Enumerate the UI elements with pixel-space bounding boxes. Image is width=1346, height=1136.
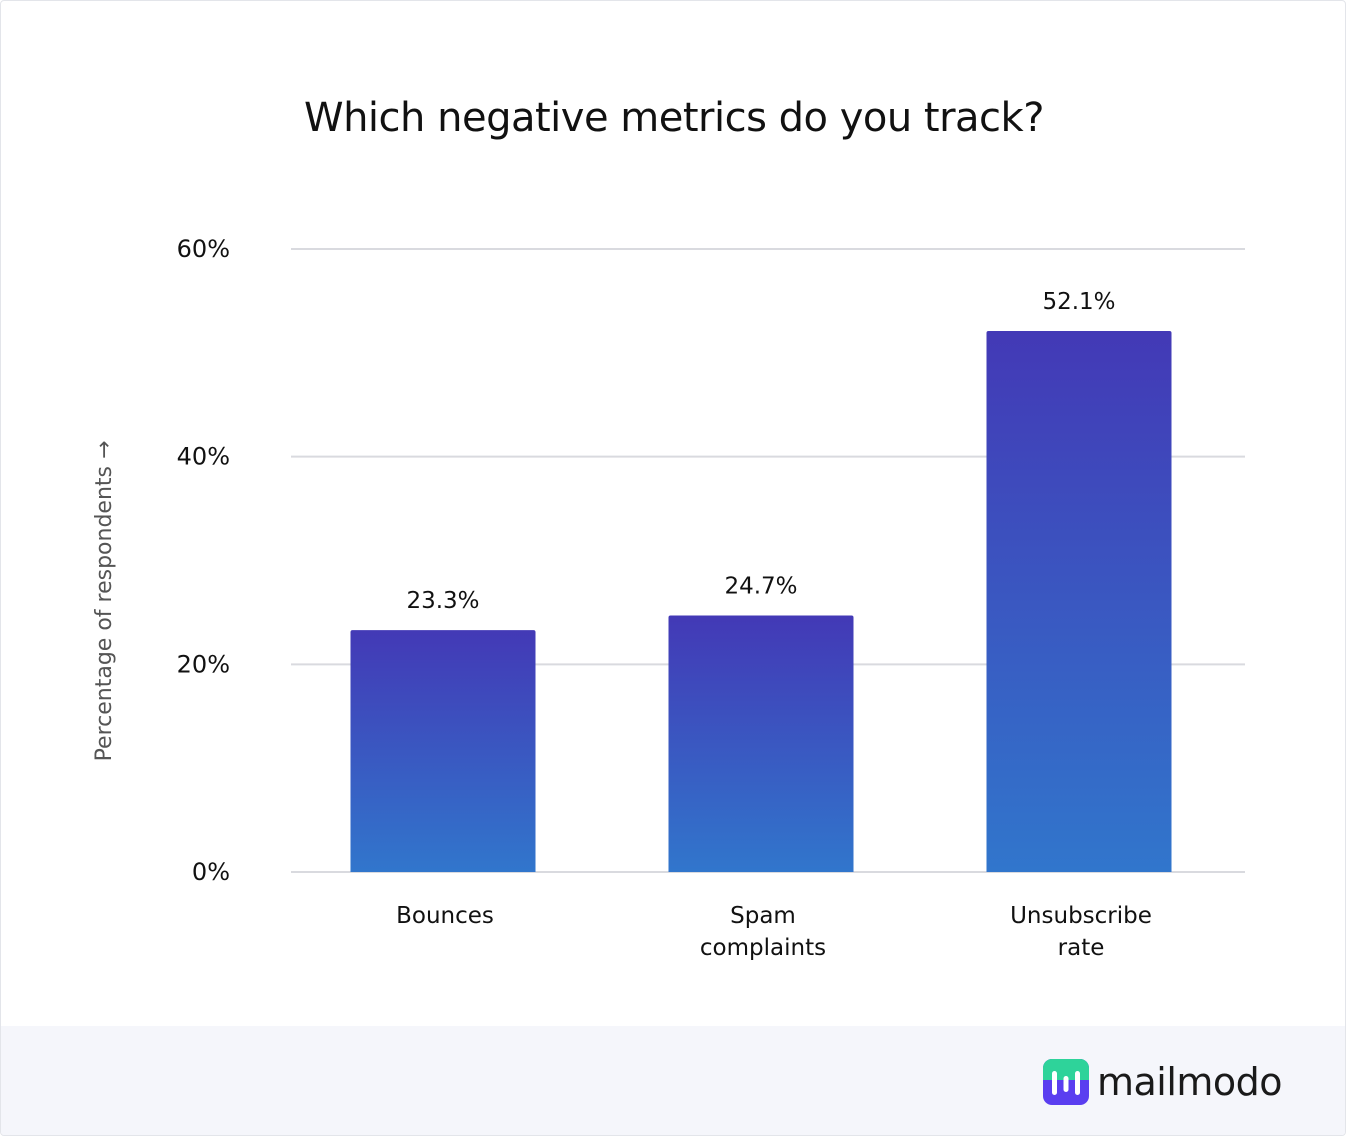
mailmodo-logo-icon [1043,1059,1089,1105]
y-axis-label: Percentage of respondents → [92,441,117,762]
data-label: 23.3% [406,588,479,614]
brand-logo[interactable]: mailmodo [1043,1059,1283,1105]
x-tick-label: Unsubscribe [1010,903,1152,929]
chart-title: Which negative metrics do you track? [304,95,1044,141]
x-tick-label: Spam [730,903,796,929]
data-label: 24.7% [724,574,797,600]
y-tick-label: 20% [177,650,230,678]
y-tick-label: 0% [192,858,230,886]
x-tick-label: complaints [700,935,826,961]
x-tick-label: rate [1058,935,1105,961]
data-label: 52.1% [1042,289,1115,315]
y-tick-label: 60% [177,235,230,263]
x-tick-label: Bounces [396,903,494,929]
y-tick-label: 40% [177,443,230,471]
bar [986,331,1172,872]
brand-name: mailmodo [1097,1060,1283,1104]
footer-band [1,1026,1345,1135]
bar [668,615,854,872]
bar [350,630,536,872]
bar-chart: 0% 20% 40% 60% 23.3% 24.7% 52.1% Bounces Spam c… [92,235,1245,961]
